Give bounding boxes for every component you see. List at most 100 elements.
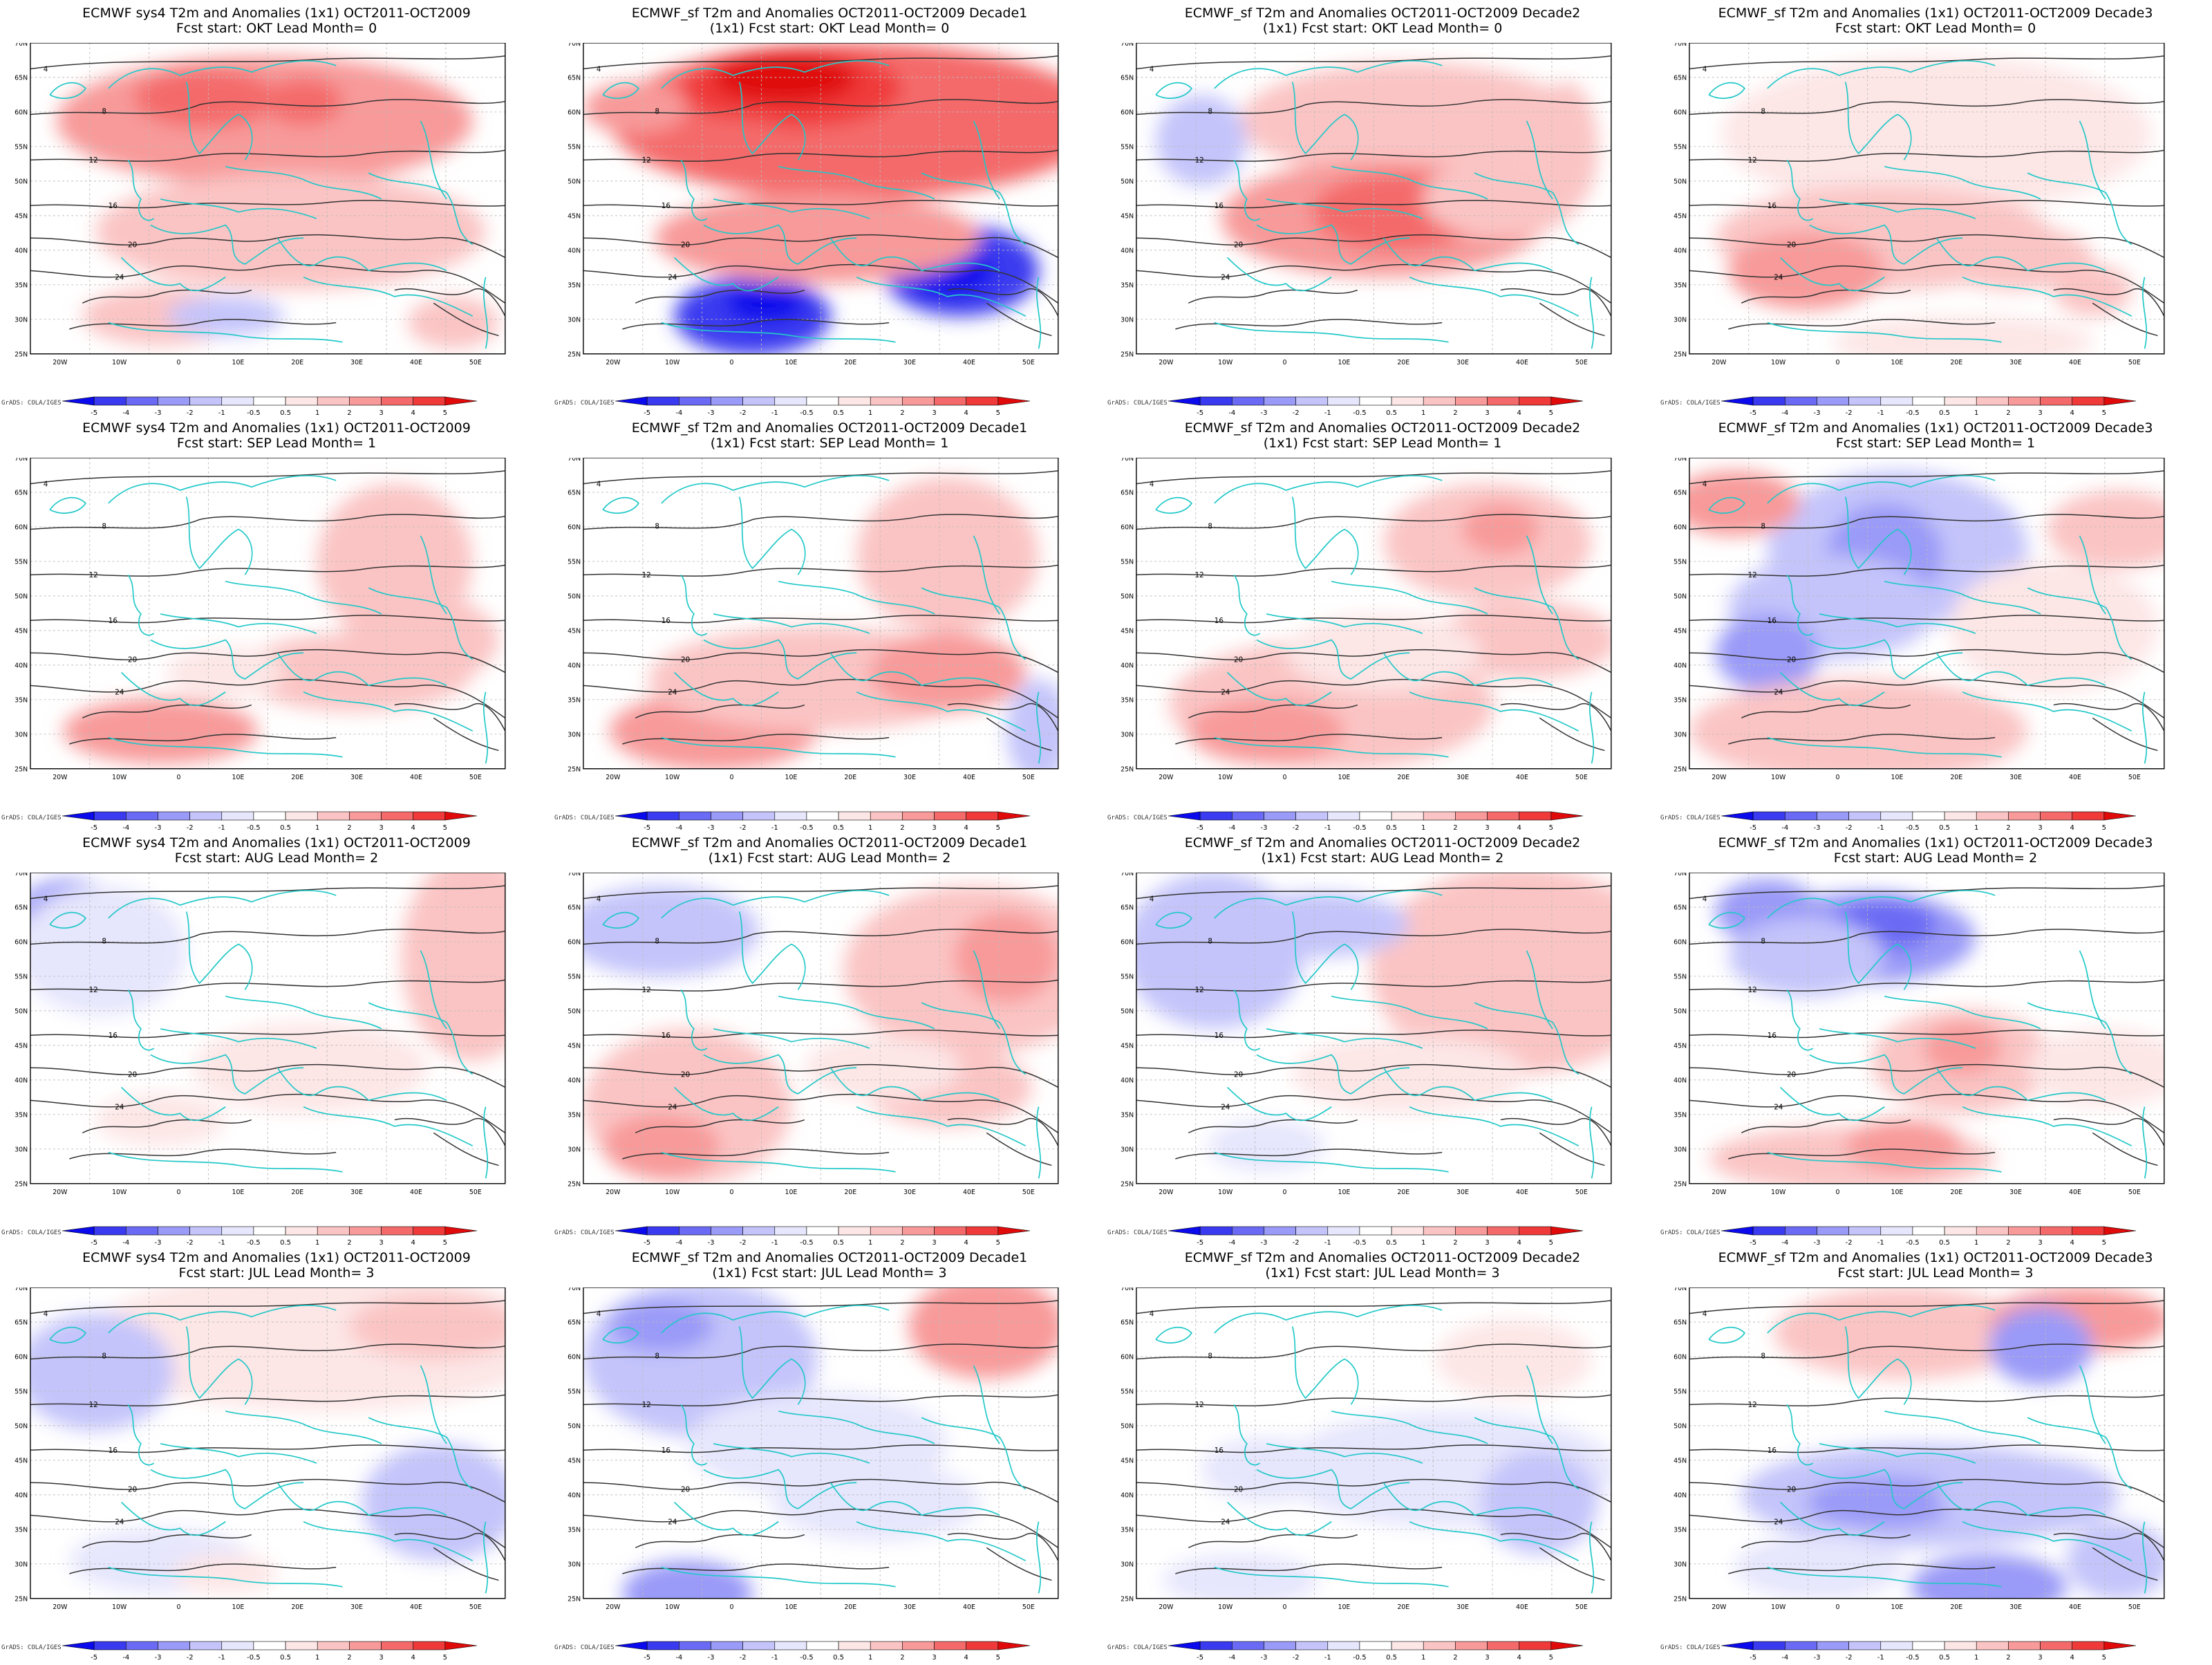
anomaly-map: 4 8 12 16 20 24 70N 65N 60N 55N 50N 45N 40N 35N 30N 25N… [1121, 873, 1612, 1196]
contour-label: 12 [89, 1401, 98, 1409]
anomaly-area [323, 208, 453, 268]
contour-label: 16 [662, 1447, 671, 1455]
lat-label: 50N [1674, 1008, 1687, 1016]
lon-label: 50E [1575, 1603, 1588, 1611]
coastline [674, 671, 779, 707]
coastline [661, 322, 896, 343]
temperature-contour [69, 1563, 337, 1574]
temperature-contour [433, 1547, 499, 1581]
colorbar-swatch [1264, 396, 1296, 406]
temperature-contour [1539, 1132, 1605, 1166]
temperature-contour [1741, 1534, 1911, 1549]
temperature-contour [1689, 885, 2164, 900]
colorbar-swatch [1817, 396, 1849, 406]
coastline [1809, 1054, 1963, 1095]
lat-label: 25N [1674, 1181, 1687, 1189]
anomaly-map: 4 8 12 16 20 24 70N 65N 60N 55N 50N 45N 40N 35N 30N 25N… [568, 873, 1059, 1196]
coastline [1256, 224, 1410, 265]
temperature-contour [1689, 678, 2164, 719]
anomaly-map: 4 8 12 16 20 24 70N 65N 60N 55N 50N 45N 40N 35N 30N 25N… [1121, 43, 1612, 366]
colorbar-label: 2 [347, 1239, 351, 1247]
colorbar-swatch [1519, 811, 1552, 821]
colorbar-swatch [317, 811, 350, 821]
colorbar-swatch [158, 1641, 190, 1650]
colorbar-swatch [2103, 811, 2137, 821]
grads-credit: GrADS: COLA/IGES [1, 815, 62, 821]
temperature-contour [1539, 1547, 1605, 1581]
colorbar-swatch [870, 811, 903, 821]
grads-credit: GrADS: COLA/IGES [554, 815, 615, 821]
temperature-contour [1188, 1119, 1358, 1134]
colorbar-swatch [1327, 811, 1360, 821]
coastline [1936, 1067, 2106, 1101]
lat-label: 65N [1674, 75, 1687, 82]
anomaly-area [954, 911, 1058, 1003]
colorbar-label: 2 [2006, 1654, 2010, 1662]
colorbar-swatch [1168, 1641, 1201, 1650]
colorbar-label: 2 [2006, 1239, 2010, 1247]
anomaly-area [401, 873, 505, 1061]
colorbar-label: 0.5 [1386, 1239, 1397, 1247]
colorbar-swatch [774, 1226, 807, 1236]
lon-label: 50E [2128, 774, 2141, 781]
lat-label: 60N [1121, 1354, 1134, 1361]
colorbar-swatch [1550, 396, 1584, 406]
colorbar-swatch [381, 396, 413, 406]
colorbar-label: -5 [1750, 824, 1756, 832]
coastline [108, 60, 337, 89]
coastline [1786, 159, 1814, 221]
colorbar-label: 0.5 [833, 824, 844, 832]
contour-label: 24 [1774, 1518, 1783, 1527]
coastline [602, 82, 639, 100]
coastline [368, 587, 474, 660]
temperature-contour [30, 514, 505, 530]
colorbar-swatch [615, 1226, 648, 1236]
temperature-contour [30, 470, 505, 485]
contour-label: 24 [668, 1518, 677, 1527]
temperature-contour [394, 703, 505, 732]
colorbar-swatch [1848, 396, 1882, 406]
temperature-contour [30, 200, 505, 209]
temperature-contour [1741, 704, 1911, 719]
colorbar-swatch [966, 396, 999, 406]
contour-label: 24 [1221, 274, 1230, 282]
colorbar-label: 3 [2038, 824, 2042, 832]
temperature-contour [1136, 979, 1611, 992]
colorbar-swatch [1752, 1641, 1785, 1650]
temperature-contour [583, 979, 1058, 992]
lat-label: 30N [1121, 317, 1134, 324]
lon-label: 0 [1283, 359, 1287, 366]
lat-label: 40N [568, 248, 581, 255]
anomaly-map: 4 8 12 16 20 24 70N 65N 60N 55N 50N 45N 40N 35N 30N 25N… [15, 873, 506, 1196]
colorbar-swatch [349, 1641, 382, 1650]
temperature-contour [583, 55, 1058, 70]
coastline [680, 989, 708, 1051]
panel-title-line2: Fcst start: SEP Lead Month= 1 [1835, 436, 2036, 451]
colorbar-swatch [679, 1641, 711, 1650]
coastline [1256, 639, 1410, 680]
coastline [2142, 1521, 2148, 1594]
contour-label: 24 [1221, 1518, 1230, 1527]
anomaly-area [1227, 892, 1410, 958]
contour-label: 16 [1215, 202, 1224, 210]
anomaly-area [804, 1035, 961, 1101]
temperature-contour [1539, 717, 1605, 752]
contour-label: 20 [128, 655, 137, 664]
lon-label: 0 [1283, 1603, 1287, 1611]
colorbar-label: -4 [1228, 409, 1235, 417]
map-panel: ECMWF sys4 T2m and Anomalies (1x1) OCT20… [0, 1245, 553, 1662]
coastline [1291, 1326, 1359, 1405]
temperature-contour [1136, 200, 1611, 209]
panel-title-line1: ECMWF_sf T2m and Anomalies OCT2011-OCT20… [1184, 420, 1581, 436]
coastline [150, 639, 304, 680]
colorbar-swatch [1391, 811, 1424, 821]
coastline [1214, 1566, 1449, 1588]
colorbar-swatch [62, 1641, 95, 1650]
colorbar-swatch [2103, 1641, 2137, 1650]
colorbar-label: 1 [1974, 1654, 1978, 1662]
temperature-contour [583, 1394, 1058, 1406]
colorbar-label: 0.5 [1939, 824, 1950, 832]
lat-label: 60N [568, 1354, 581, 1361]
lon-label: 50E [469, 359, 482, 366]
